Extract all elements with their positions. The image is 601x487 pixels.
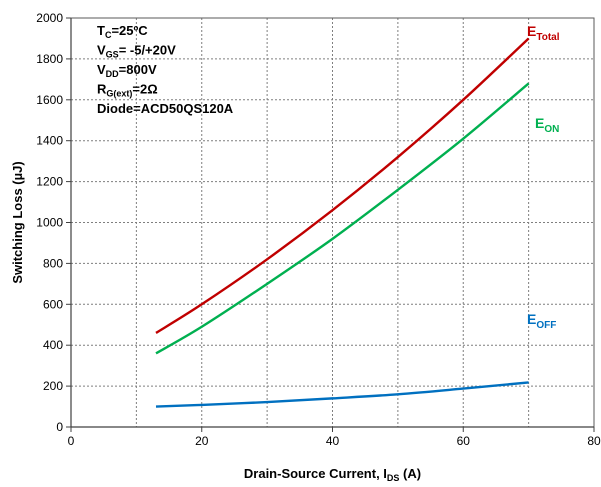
y-tick-label: 1200 (36, 175, 63, 189)
x-tick-label: 40 (326, 434, 340, 448)
condition-line: TC=25ºC (97, 23, 148, 40)
y-tick-labels: 0 200 400 600 800 1000 1200 1400 1600 1800 2000 (36, 11, 71, 434)
y-tick-label: 200 (43, 379, 63, 393)
y-tick-label: 600 (43, 297, 63, 311)
x-tick-label: 0 (68, 434, 75, 448)
series-lines (155, 37, 530, 408)
y-tick-label: 2000 (36, 11, 63, 25)
y-axis-title: Switching Loss (µJ) (10, 161, 25, 283)
y-tick-label: 1400 (36, 134, 63, 148)
condition-line: RG(ext)=2Ω (97, 82, 158, 99)
y-tick-label: 800 (43, 256, 63, 270)
x-tick-label: 80 (587, 434, 601, 448)
x-axis-title: Drain-Source Current, IDS (A) (244, 466, 421, 483)
x-tick-labels: 0 20 40 60 80 (68, 427, 601, 448)
condition-line: VDD=800V (97, 62, 157, 79)
test-conditions: TC=25ºC VGS= -5/+20V VDD=800V RG(ext)=2Ω Dio… (97, 23, 234, 116)
series-labels: ETotal EON EOFF (527, 23, 560, 331)
y-tick-label: 1000 (36, 216, 63, 230)
series-label-on: EON (535, 115, 559, 135)
series-line-on (155, 82, 530, 355)
condition-line: VGS= -5/+20V (97, 43, 176, 60)
grid (71, 17, 594, 427)
y-tick-label: 1800 (36, 52, 63, 66)
series-label-total: ETotal (527, 23, 560, 43)
series-label-off: EOFF (527, 311, 556, 331)
y-tick-label: 400 (43, 338, 63, 352)
series-line-off (155, 381, 529, 408)
x-tick-label: 20 (195, 434, 209, 448)
x-tick-label: 60 (457, 434, 471, 448)
condition-line: Diode=ACD50QS120A (97, 101, 234, 116)
series-line-total (155, 37, 530, 334)
y-tick-label: 1600 (36, 93, 63, 107)
y-tick-label: 0 (56, 420, 63, 434)
